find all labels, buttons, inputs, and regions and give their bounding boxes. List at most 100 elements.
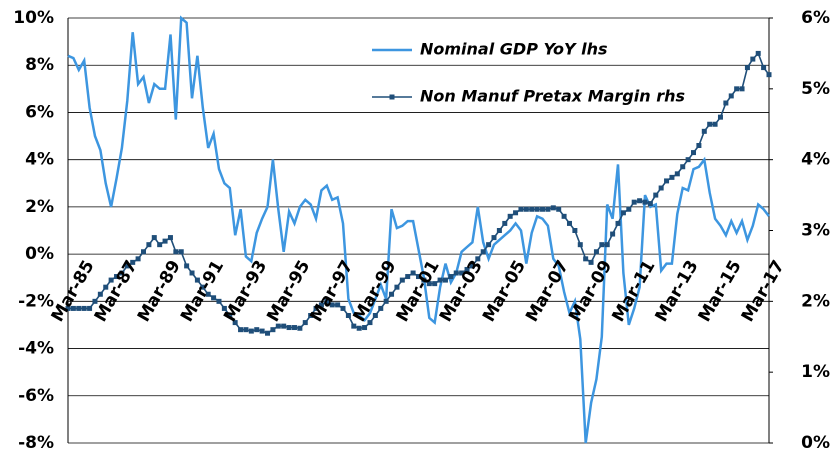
point-marker (540, 206, 546, 212)
point-marker (162, 238, 168, 244)
point-marker (480, 249, 486, 255)
point-marker (658, 185, 664, 191)
point-marker (140, 249, 146, 255)
point-marker (351, 323, 357, 329)
point-marker (712, 121, 718, 127)
point-marker (146, 242, 152, 248)
legend-marker (389, 94, 395, 100)
point-marker (76, 305, 82, 311)
point-marker (265, 330, 271, 336)
point-marker (717, 114, 723, 120)
point-marker (108, 277, 114, 283)
point-marker (124, 263, 130, 269)
point-marker (340, 305, 346, 311)
point-marker (205, 291, 211, 297)
point-marker (308, 313, 314, 318)
point-marker (367, 320, 373, 326)
y2-tick-label: 2% (801, 291, 830, 311)
point-marker (739, 86, 745, 92)
point-marker (167, 235, 173, 241)
point-marker (416, 274, 421, 280)
point-marker (399, 277, 405, 283)
y-tick-label: 8% (25, 55, 54, 75)
point-marker (744, 65, 750, 71)
point-marker (469, 263, 475, 269)
point-marker (135, 256, 141, 262)
point-marker (507, 213, 513, 219)
point-marker (103, 284, 109, 290)
point-marker (248, 328, 254, 334)
point-marker (696, 143, 702, 148)
point-marker (653, 192, 659, 198)
y2-tick-label: 6% (801, 8, 830, 28)
point-marker (211, 295, 217, 301)
point-marker (556, 206, 562, 212)
point-marker (65, 305, 71, 311)
point-marker (486, 242, 492, 248)
point-marker (475, 256, 481, 262)
point-marker (254, 327, 260, 333)
point-marker (561, 213, 567, 219)
point-marker (631, 199, 637, 205)
point-marker (275, 323, 281, 329)
point-marker (755, 50, 761, 56)
point-marker (329, 302, 335, 308)
point-marker (626, 206, 632, 212)
point-marker (523, 206, 529, 212)
point-marker (572, 228, 578, 233)
point-marker (221, 305, 227, 311)
point-marker (178, 249, 184, 255)
point-marker (426, 281, 432, 287)
point-marker (453, 270, 459, 276)
y2-tick-label: 4% (801, 150, 830, 170)
point-marker (728, 93, 734, 99)
point-marker (620, 210, 626, 216)
point-marker (750, 56, 756, 62)
series-line (67, 15, 770, 444)
point-marker (313, 305, 319, 311)
point-marker (723, 100, 729, 106)
point-marker (513, 210, 519, 216)
point-marker (637, 198, 643, 204)
point-marker (610, 231, 616, 237)
point-marker (534, 206, 540, 212)
point-marker (318, 302, 324, 308)
point-marker (238, 327, 244, 333)
point-marker (92, 298, 98, 304)
point-marker (604, 242, 610, 248)
point-marker (378, 305, 384, 311)
y-tick-label: 0% (25, 244, 54, 264)
point-marker (286, 325, 292, 331)
point-marker (491, 235, 497, 241)
point-marker (362, 325, 368, 331)
point-marker (496, 228, 502, 233)
point-marker (550, 205, 556, 211)
point-marker (410, 270, 416, 276)
point-marker (281, 323, 287, 329)
point-marker (685, 157, 691, 163)
point-marker (345, 313, 351, 318)
point-marker (194, 277, 200, 283)
point-marker (448, 274, 454, 280)
point-marker (70, 305, 76, 311)
point-marker (291, 325, 297, 331)
point-marker (356, 325, 362, 331)
y2-tick-label: 3% (801, 221, 830, 241)
point-marker (432, 281, 438, 287)
y2-tick-label: 5% (801, 79, 830, 99)
point-marker (297, 325, 303, 331)
point-marker (437, 277, 443, 283)
y-tick-label: -4% (18, 339, 54, 359)
y-tick-label: -2% (18, 291, 54, 311)
point-marker (232, 320, 238, 326)
point-marker (157, 242, 163, 248)
point-marker (464, 266, 470, 272)
y-tick-label: 6% (25, 102, 54, 122)
point-marker (421, 277, 427, 283)
legend-label: Nominal GDP YoY lhs (420, 40, 608, 59)
point-marker (227, 313, 233, 318)
point-marker (302, 320, 308, 326)
point-marker (81, 305, 87, 311)
